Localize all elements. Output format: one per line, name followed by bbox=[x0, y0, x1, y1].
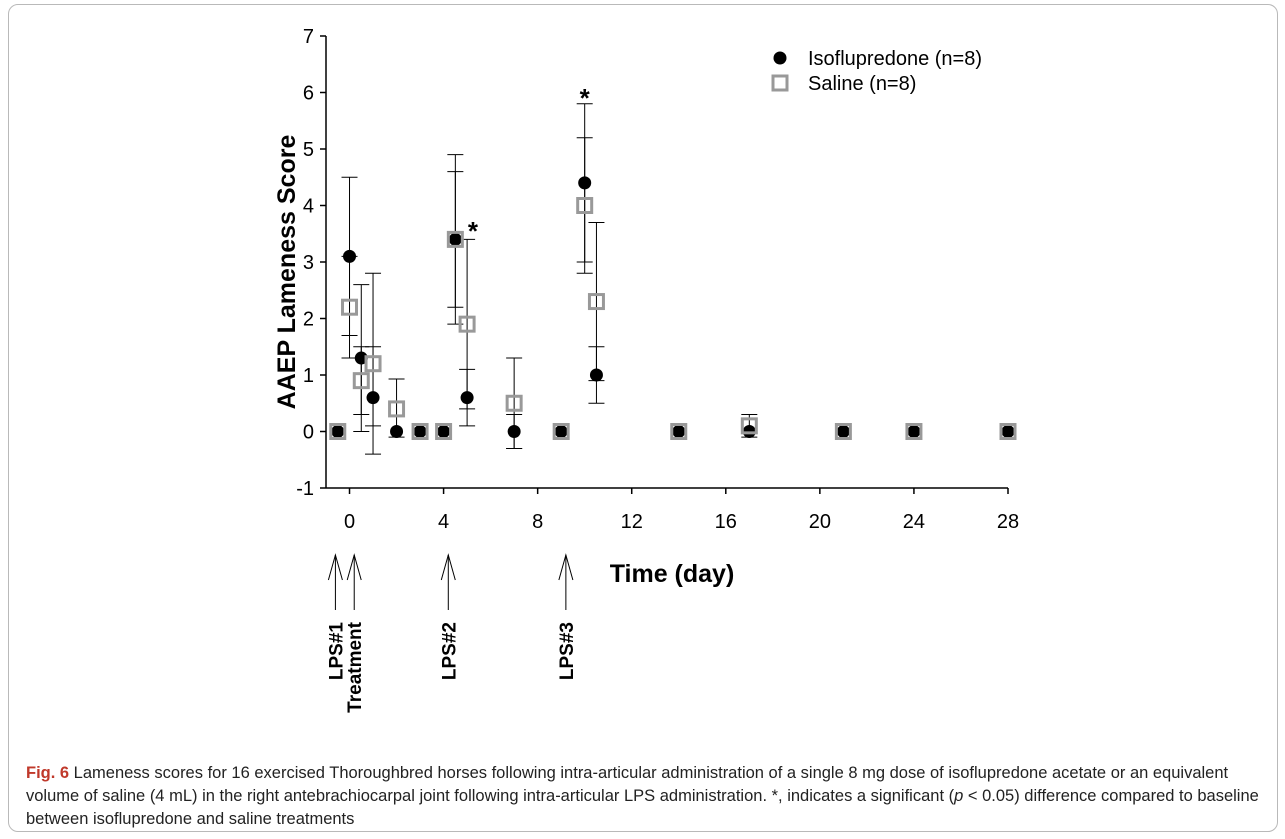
saline-point bbox=[740, 417, 758, 435]
saline-point bbox=[999, 423, 1017, 440]
saline-point bbox=[505, 394, 523, 412]
y-tick-label: 0 bbox=[303, 422, 314, 444]
isoflupredone-point bbox=[366, 391, 380, 405]
event-arrow-head bbox=[558, 553, 574, 581]
x-axis-label: Time (day) bbox=[610, 560, 735, 588]
isoflupredone-point bbox=[836, 425, 850, 438]
isoflupredone-point bbox=[460, 391, 474, 405]
x-tick-label: 0 bbox=[344, 511, 355, 533]
event-label: Treatment bbox=[345, 621, 366, 712]
saline-point bbox=[435, 423, 453, 440]
data-marks: ** bbox=[329, 83, 1017, 440]
caption-text-part1: Lameness scores for 16 exercised Thoroug… bbox=[26, 764, 1229, 805]
y-tick-label: 1 bbox=[303, 365, 314, 387]
isoflupredone-point bbox=[437, 425, 451, 438]
event-label: LPS#2 bbox=[439, 622, 460, 680]
legend-label: Isoflupredone (n=8) bbox=[808, 48, 982, 70]
saline-point bbox=[905, 423, 923, 440]
isoflupredone-point bbox=[331, 425, 345, 438]
isoflupredone-point bbox=[578, 176, 592, 190]
saline-point bbox=[446, 230, 464, 248]
x-tick-label: 20 bbox=[809, 511, 831, 533]
figure-caption: Fig. 6 Lameness scores for 16 exercised … bbox=[26, 762, 1266, 831]
isoflupredone-point bbox=[354, 351, 368, 365]
saline-point bbox=[411, 423, 429, 440]
y-tick-label: 4 bbox=[303, 196, 314, 218]
saline-point bbox=[670, 423, 688, 440]
saline-point bbox=[329, 423, 347, 440]
x-tick-label: 4 bbox=[438, 511, 449, 533]
isoflupredone-point bbox=[448, 232, 462, 246]
isoflupredone-point bbox=[413, 425, 427, 438]
y-tick-label: -1 bbox=[296, 478, 314, 500]
caption-text-part2: < 0.05) difference compared to baseline … bbox=[26, 787, 1259, 828]
event-label: LPS#1 bbox=[326, 622, 347, 681]
caption-p-symbol: p bbox=[954, 787, 964, 805]
x-tick-label: 24 bbox=[903, 511, 925, 533]
isoflupredone-point bbox=[390, 425, 404, 438]
isoflupredone-point bbox=[1001, 425, 1015, 438]
x-tick-label: 12 bbox=[621, 511, 643, 533]
legend-marker bbox=[773, 51, 787, 65]
x-tick-label: 8 bbox=[532, 511, 543, 533]
caption-label: Fig. 6 bbox=[26, 764, 70, 782]
significance-marker: * bbox=[580, 83, 591, 113]
y-tick-label: 5 bbox=[303, 139, 314, 161]
saline-point bbox=[352, 372, 370, 390]
saline-point bbox=[587, 293, 605, 311]
x-tick-label: 28 bbox=[997, 511, 1019, 533]
saline-point bbox=[834, 423, 852, 440]
y-tick-label: 3 bbox=[303, 252, 314, 274]
isoflupredone-point bbox=[343, 249, 357, 263]
isoflupredone-point bbox=[672, 425, 686, 438]
y-tick-label: 2 bbox=[303, 309, 314, 331]
x-tick-label: 16 bbox=[715, 511, 737, 533]
saline-point bbox=[388, 400, 406, 418]
saline-point bbox=[552, 423, 570, 440]
figure-frame bbox=[8, 4, 1278, 832]
saline-point bbox=[458, 315, 476, 333]
saline-point bbox=[576, 197, 594, 214]
saline-point bbox=[341, 298, 359, 316]
event-arrow-head bbox=[346, 553, 362, 581]
significance-marker: * bbox=[468, 216, 479, 246]
y-tick-label: 6 bbox=[303, 83, 314, 105]
event-label: LPS#3 bbox=[557, 622, 578, 680]
isoflupredone-point bbox=[589, 368, 603, 382]
event-arrow-head bbox=[327, 553, 343, 581]
y-axis-label: AAEP Lameness Score bbox=[273, 135, 301, 410]
chart-legend: Isoflupredone (n=8) Saline (n=8) bbox=[771, 48, 982, 95]
legend-marker bbox=[771, 74, 789, 92]
isoflupredone-point bbox=[554, 425, 568, 438]
event-arrow-head bbox=[440, 553, 456, 581]
y-tick-label: 7 bbox=[303, 26, 314, 48]
saline-point bbox=[364, 355, 382, 373]
isoflupredone-point bbox=[907, 425, 921, 438]
legend-label: Saline (n=8) bbox=[808, 73, 916, 95]
isoflupredone-point bbox=[507, 425, 521, 438]
